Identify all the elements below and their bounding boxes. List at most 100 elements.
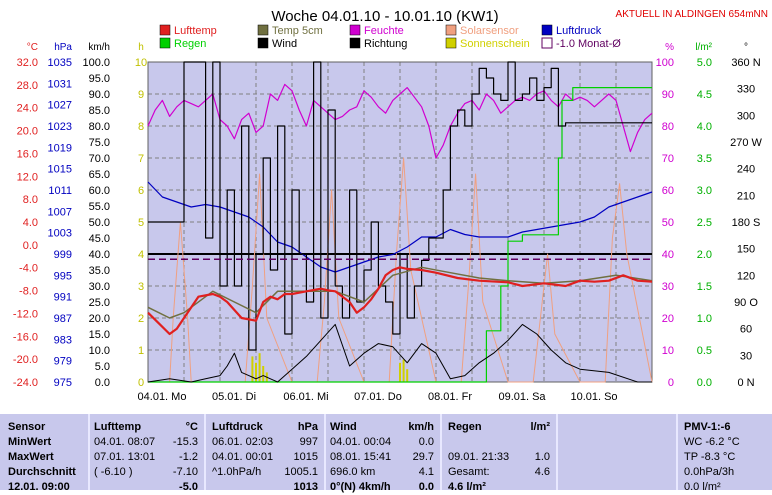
sun-tick-label: 10 (135, 57, 147, 69)
wind-max: 29.7 (412, 451, 434, 463)
pmv-rain: 0.0 l/m² (684, 481, 721, 493)
direction-tick-label: 270 W (730, 137, 762, 149)
col-regen: Regen l/m² 09.01. 21:33 1.0 Gesamt: 4.6 4.6… (442, 414, 558, 493)
pressure-tick-label: 1007 (48, 206, 72, 218)
legend-label: Wind (272, 38, 297, 50)
rain-tick-label: 0.5 (697, 345, 712, 357)
sun-tick-label: 1 (138, 345, 144, 357)
rain-tick-label: 3.0 (697, 185, 712, 197)
rain-tick-label: 1.5 (697, 281, 712, 293)
humidity-tick-label: 40 (662, 249, 674, 261)
rain-axis-label: l/m² (695, 42, 712, 53)
humidity-tick-label: 20 (662, 313, 674, 325)
pressure-tick-label: 1015 (48, 164, 72, 176)
col-spacer (558, 414, 678, 490)
direction-tick-label: 300 (737, 110, 755, 122)
lufttemp-current: -5.0 (179, 481, 198, 493)
regen-total: 4.6 (534, 466, 550, 478)
legend: Lufttemp Temp 5cm Feuchte Solarsensor Luftdr… (159, 24, 621, 50)
lufttemp-unit: °C (185, 421, 198, 433)
wind-tick-label: 35.0 (89, 265, 110, 277)
wind-tick-label: 55.0 (89, 201, 110, 213)
pressure-tick-label: 1019 (48, 142, 72, 154)
regen-max: 1.0 (534, 451, 550, 463)
legend-label: Richtung (364, 38, 407, 50)
x-tick-label: 05.01. Di (212, 391, 256, 403)
col-sensor: Sensor MinWert MaxWert Durchschnitt 12.0… (0, 414, 90, 493)
sunshine-bar (258, 353, 261, 382)
lufttemp-header: Lufttemp (94, 421, 142, 433)
luftdruck-min: 997 (299, 436, 318, 448)
rain-tick-label: 0.0 (697, 377, 712, 389)
temp-tick-label: 4.0 (23, 217, 38, 229)
temp-tick-label: 32.0 (17, 57, 38, 69)
legend-swatch (159, 37, 171, 49)
legend-swatch (349, 37, 361, 49)
wind-tick-label: 50.0 (89, 217, 110, 229)
series-layer (147, 61, 653, 383)
luftdruck-min-time: 06.01. 02:03 (212, 436, 274, 448)
sun-tick-label: 0 (138, 377, 144, 389)
x-tick-label: 06.01. Mi (283, 391, 328, 403)
wind-tick-label: 70.0 (89, 153, 110, 165)
lufttemp-max-time: 07.01. 13:01 (94, 451, 156, 463)
legend-label: Feuchte (364, 25, 404, 37)
legend-swatch (257, 37, 269, 49)
x-tick-label: 04.01. Mo (138, 391, 187, 403)
temp-tick-label: 28.0 (17, 80, 38, 92)
wind-tick-label: 30.0 (89, 281, 110, 293)
pressure-tick-label: 979 (54, 356, 72, 368)
col-wind: Wind km/h 04.01. 00:04 0.0 08.01. 15:41 29.… (326, 414, 442, 493)
humidity-tick-label: 30 (662, 281, 674, 293)
sunshine-bar (251, 356, 254, 382)
temp-tick-label: 20.0 (17, 126, 38, 138)
humidity-tick-label: 50 (662, 217, 674, 229)
pmv-windchill: WC -6.2 °C (684, 436, 740, 448)
col-luftdruck: Luftdruck hPa 06.01. 02:03 997 04.01. 00:0… (206, 414, 326, 493)
pressure-tick-label: 1003 (48, 228, 72, 240)
legend-swatch (257, 24, 269, 36)
direction-tick-label: 150 (737, 244, 755, 256)
lufttemp-avg-note: ( -6.10 ) (94, 466, 133, 478)
wind-tick-label: 100.0 (82, 57, 110, 69)
chart-subtitle: AKTUELL IN ALDINGEN 654mNN (616, 9, 768, 20)
stats-table: Sensor MinWert MaxWert Durchschnitt 12.0… (0, 414, 772, 493)
rain-tick-label: 1.0 (697, 313, 712, 325)
wind-max-time: 08.01. 15:41 (330, 451, 392, 463)
series-line-luftdruck (147, 181, 653, 273)
humidity-tick-label: 60 (662, 185, 674, 197)
label-current: 12.01. 09:00 (8, 481, 70, 493)
series-line-wind (147, 323, 652, 383)
humidity-tick-label: 10 (662, 345, 674, 357)
wind-tick-label: 80.0 (89, 121, 110, 133)
lufttemp-avg: -7.10 (172, 466, 198, 478)
rain-tick-label: 5.0 (697, 57, 712, 69)
legend-swatch (541, 37, 553, 49)
regen-max-time: 09.01. 21:33 (448, 451, 510, 463)
sunshine-bar (402, 359, 405, 382)
direction-axis-label: ° (744, 42, 748, 53)
sun-tick-label: 5 (138, 217, 144, 229)
sunshine-bar (399, 362, 401, 382)
pressure-tick-label: 975 (54, 377, 72, 389)
regen-header: Regen (448, 421, 482, 433)
pressure-tick-label: 1035 (48, 57, 72, 69)
sun-tick-label: 9 (138, 89, 144, 101)
humidity-tick-label: 80 (662, 121, 674, 133)
temp-tick-label: 24.0 (17, 103, 38, 115)
humidity-axis-label: % (665, 42, 674, 53)
x-tick-label: 09.01. Sa (498, 391, 546, 403)
pressure-tick-label: 999 (54, 249, 72, 261)
legend-label: Lufttemp (174, 25, 217, 37)
legend-swatch (349, 24, 361, 36)
legend-label: Sonnenschein (460, 38, 530, 50)
sun-tick-label: 4 (138, 249, 144, 261)
legend-swatch (445, 37, 457, 49)
wind-tick-label: 25.0 (89, 297, 110, 309)
legend-label: Regen (174, 38, 206, 50)
direction-tick-label: 30 (740, 350, 752, 362)
regen-unit: l/m² (530, 421, 550, 433)
pressure-axis-label: hPa (54, 42, 72, 53)
sun-tick-label: 3 (138, 281, 144, 293)
pmv-pressure-trend: 0.0hPa/3h (684, 466, 735, 478)
